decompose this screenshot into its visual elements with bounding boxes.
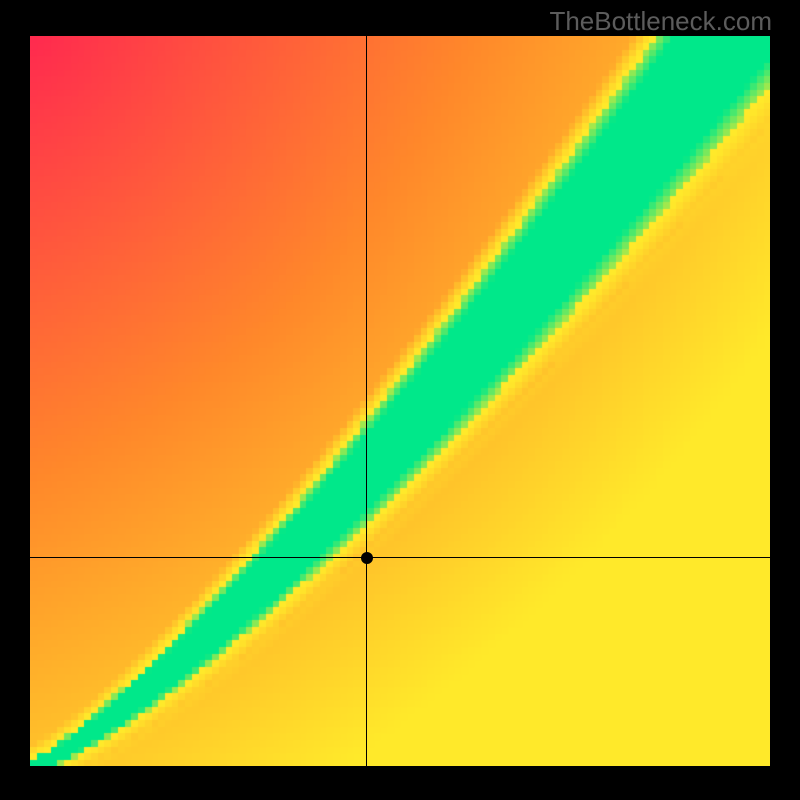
bottleneck-heatmap bbox=[30, 36, 770, 766]
operating-point-marker bbox=[361, 552, 373, 564]
watermark-text: TheBottleneck.com bbox=[549, 6, 772, 37]
chart-container: TheBottleneck.com bbox=[0, 0, 800, 800]
crosshair-horizontal bbox=[30, 557, 770, 558]
crosshair-vertical bbox=[366, 36, 367, 766]
